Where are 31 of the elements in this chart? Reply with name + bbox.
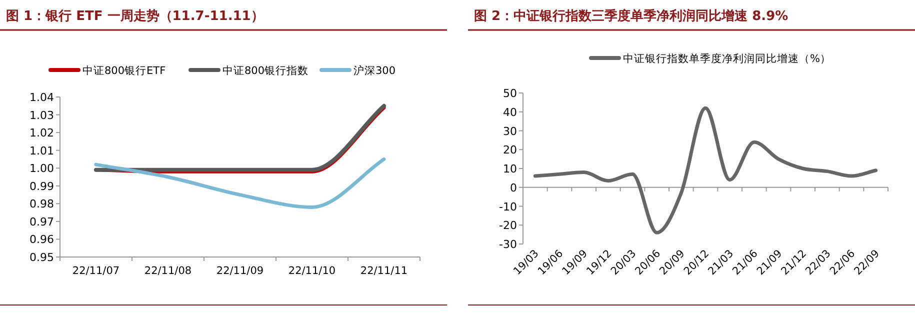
y-tick-label: -20 xyxy=(499,219,517,232)
y-tick-label: 1.04 xyxy=(30,91,54,104)
y-tick-label: 30 xyxy=(503,124,517,138)
y-tick-label: -30 xyxy=(499,238,517,251)
y-tick-label: 0.97 xyxy=(30,215,54,228)
y-tick-label: 0.95 xyxy=(30,251,54,264)
x-tick-label: 22/11/08 xyxy=(144,265,192,277)
chart-title: 图 1：银行 ETF 一周走势（11.7-11.11） xyxy=(6,8,264,24)
legend-label: 沪深300 xyxy=(354,64,396,77)
y-tick-label: 10 xyxy=(503,162,517,176)
y-tick-label: 1.01 xyxy=(30,144,54,158)
legend-label: 中证银行指数单季度净利润同比增速（%） xyxy=(623,52,831,65)
chart-title: 图 2：中证银行指数三季度单季净利润同比增速 8.9% xyxy=(474,8,788,24)
y-tick-label: 1.02 xyxy=(30,126,54,140)
y-tick-label: 40 xyxy=(503,106,517,119)
x-tick-label: 22/11/10 xyxy=(288,265,336,277)
y-tick-label: 50 xyxy=(503,87,517,100)
y-tick-label: 0.99 xyxy=(30,180,54,193)
y-tick-label: 0.98 xyxy=(30,198,54,211)
y-tick-label: 1.03 xyxy=(30,108,54,122)
x-tick-label: 22/11/09 xyxy=(216,265,264,277)
x-tick-label: 22/11/07 xyxy=(72,265,120,277)
y-tick-label: -10 xyxy=(499,200,517,214)
y-tick-label: 0 xyxy=(510,181,517,194)
x-tick-label: 22/11/11 xyxy=(360,265,408,277)
y-tick-label: 20 xyxy=(503,144,517,157)
legend: 中证银行指数单季度净利润同比增速（%） xyxy=(589,53,831,65)
y-tick-label: 0.96 xyxy=(30,233,54,246)
y-tick-label: 1.00 xyxy=(30,162,54,176)
legend-label: 中证800银行ETF xyxy=(82,64,166,77)
legend-label: 中证800银行指数 xyxy=(222,64,309,77)
